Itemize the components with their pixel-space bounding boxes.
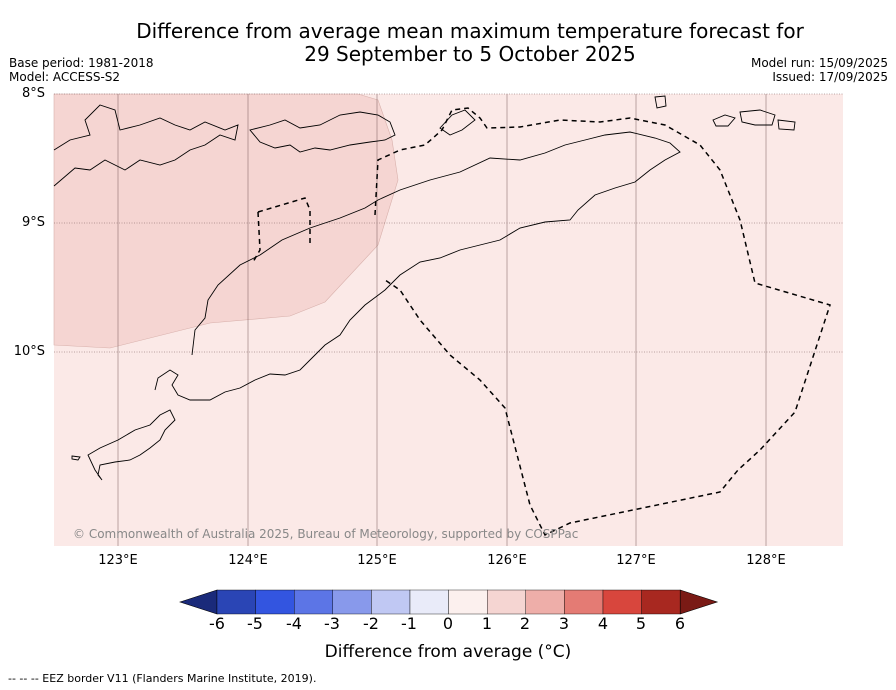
lon-label-124e: 124°E: [228, 553, 268, 568]
lon-label-123e: 123°E: [98, 553, 138, 568]
northern-islands-coast: [53, 104, 239, 187]
lat-label-10s: 10°S: [13, 344, 45, 359]
cb-tick-5: -1: [401, 614, 417, 633]
north-island-2: [249, 111, 396, 153]
meta-left: Base period: 1981-2018 Model: ACCESS-S2: [9, 56, 154, 84]
base-period: Base period: 1981-2018: [9, 56, 154, 70]
colorbar-ticks: -6 -5 -4 -3 -2 -1 0 1 2 3 4 5 6: [0, 614, 896, 636]
cb-tick-3: -3: [324, 614, 340, 633]
savu-island-coast: [71, 455, 81, 461]
cb-tick-10: 4: [597, 614, 609, 633]
cb-tick-12: 6: [674, 614, 686, 633]
cb-tick-6: 0: [442, 614, 454, 633]
issued-date: Issued: 17/09/2025: [772, 70, 888, 84]
small-island-4: [777, 119, 796, 131]
meta-right: Model run: 15/09/2025 Issued: 17/09/2025: [751, 56, 888, 84]
map-credit: © Commonwealth of Australia 2025, Bureau…: [73, 527, 579, 541]
cb-tick-9: 3: [558, 614, 570, 633]
cb-tick-11: 5: [635, 614, 647, 633]
model-name: Model: ACCESS-S2: [9, 70, 121, 84]
lon-label-126e: 126°E: [487, 553, 527, 568]
model-run: Model run: 15/09/2025: [750, 56, 888, 70]
cb-tick-7: 1: [481, 614, 493, 633]
lat-label-9s: 9°S: [21, 215, 45, 230]
anomaly-region-1-2: [53, 93, 399, 349]
small-island-2: [712, 114, 736, 127]
eez-footnote: -- -- -- EEZ border V11 (Flanders Marine…: [8, 672, 317, 685]
cb-tick-8: 2: [519, 614, 531, 633]
colorbar-title: Difference from average (°C): [324, 642, 572, 662]
small-island-3: [739, 109, 776, 126]
lat-label-8s: 8°S: [21, 86, 45, 101]
title-line-2: 29 September to 5 October 2025: [304, 42, 636, 66]
coastlines: [53, 95, 796, 481]
map-title: Difference from average mean maximum tem…: [0, 20, 896, 66]
cb-tick-0: -6: [209, 614, 225, 633]
lon-label-128e: 128°E: [746, 553, 786, 568]
lon-label-127e: 127°E: [616, 553, 656, 568]
small-island-1: [654, 95, 667, 109]
wetar-coast: [439, 109, 476, 136]
eez-border: [252, 107, 831, 536]
timor-coast: [154, 131, 681, 401]
gridlines: [54, 93, 843, 353]
cb-tick-2: -4: [286, 614, 302, 633]
lon-label-125e: 125°E: [357, 553, 397, 568]
cb-tick-1: -5: [247, 614, 263, 633]
cb-tick-4: -2: [363, 614, 379, 633]
rote-island-coast: [87, 409, 176, 481]
title-line-1: Difference from average mean maximum tem…: [136, 19, 804, 43]
